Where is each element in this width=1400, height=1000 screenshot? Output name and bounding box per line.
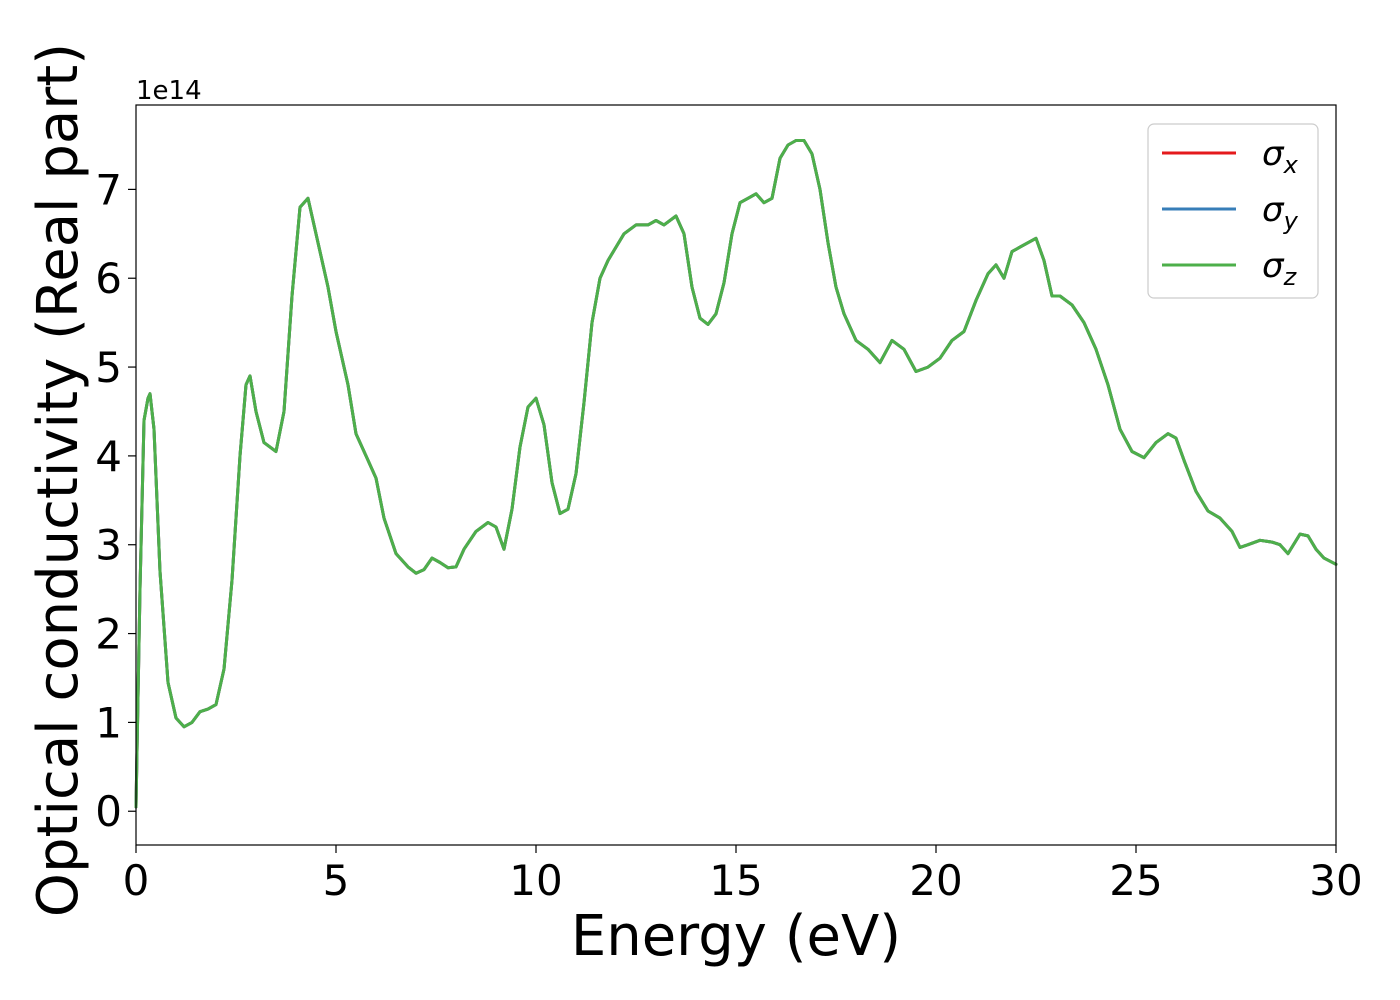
y-offset-label: 1e14 xyxy=(136,76,202,106)
y-tick-label: 5 xyxy=(95,343,122,392)
y-tick-label: 7 xyxy=(95,165,122,214)
y-axis-title: Optical conductivity (Real part) xyxy=(26,43,91,917)
legend-subscript: x xyxy=(1283,151,1299,179)
y-tick-label: 1 xyxy=(95,698,122,747)
x-tick-label: 15 xyxy=(709,856,762,905)
y-tick-label: 0 xyxy=(95,787,122,836)
legend-label-x: σx xyxy=(1262,134,1299,179)
legend-box xyxy=(1147,123,1319,299)
legend-label-y: σy xyxy=(1262,190,1299,235)
legend-subscript: y xyxy=(1283,207,1299,235)
series-layer xyxy=(134,139,1338,809)
y-tick-label: 2 xyxy=(95,610,122,659)
x-tick-label: 20 xyxy=(909,856,962,905)
y-tick-label: 6 xyxy=(95,254,122,303)
legend-sigma: σ xyxy=(1262,246,1285,286)
x-tick-label: 5 xyxy=(323,856,350,905)
y-axis: 0 1 2 3 4 5 6 7 xyxy=(95,165,136,836)
legend-sigma: σ xyxy=(1262,134,1285,174)
series-line-z xyxy=(134,139,1338,809)
legend-label-z: σz xyxy=(1262,246,1298,291)
x-tick-label: 30 xyxy=(1309,856,1362,905)
legend-sigma: σ xyxy=(1262,190,1285,230)
x-axis: 0 5 10 15 20 25 30 xyxy=(123,845,1363,905)
x-tick-label: 10 xyxy=(509,856,562,905)
y-tick-label: 3 xyxy=(95,521,122,570)
x-tick-label: 0 xyxy=(123,856,150,905)
x-axis-title: Energy (eV) xyxy=(571,904,901,969)
legend-subscript: z xyxy=(1283,263,1298,291)
y-tick-label: 4 xyxy=(95,432,122,481)
x-tick-label: 25 xyxy=(1109,856,1162,905)
